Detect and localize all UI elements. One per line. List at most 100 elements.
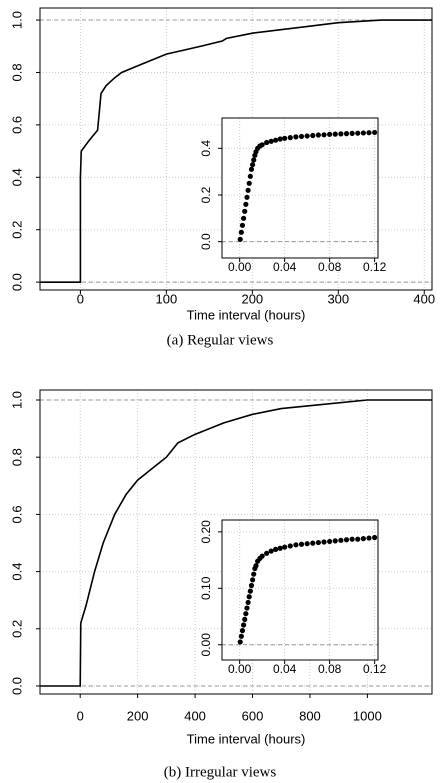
cdf-point: [243, 201, 249, 207]
cdf-point: [372, 534, 378, 541]
y-tick-label: 0.4: [9, 168, 24, 186]
cdf-point: [248, 582, 255, 589]
y-tick-label: 0.8: [9, 63, 24, 81]
cdf-point: [249, 577, 256, 583]
y-tick-label: 1.0: [9, 11, 24, 29]
cdf-point: [264, 139, 270, 146]
y-tick-label: 0.2: [199, 186, 213, 203]
y-tick-label: 0.2: [9, 221, 24, 239]
x-tick-label: 0.12: [363, 260, 387, 274]
cdf-point: [338, 131, 344, 137]
caption: (b) Irregular views: [164, 764, 277, 780]
x-axis-label: Time interval (hours): [187, 307, 306, 322]
y-tick-label: 0.00: [199, 633, 213, 657]
cdf-point: [338, 537, 344, 543]
cdf-point: [287, 135, 293, 141]
x-tick-label: 800: [299, 708, 321, 723]
cdf-point: [245, 599, 251, 606]
y-tick-label: 0.10: [199, 576, 213, 600]
cdf-point: [259, 553, 265, 559]
cdf-point: [315, 132, 321, 138]
x-axis-label: Time interval (hours): [187, 731, 306, 746]
x-tick-label: 600: [242, 708, 264, 723]
y-tick-label: 0.2: [9, 620, 24, 638]
cdf-point: [310, 132, 316, 139]
cdf-point: [355, 536, 361, 542]
cdf-point: [332, 131, 338, 137]
cdf-point: [321, 539, 327, 545]
cdf-point: [246, 594, 252, 600]
x-tick-label: 400: [184, 708, 206, 723]
x-tick-label: 0.00: [228, 662, 252, 676]
plot-background: [222, 118, 378, 258]
cdf-line: [40, 19, 432, 283]
cdf-point: [244, 194, 250, 200]
cdf-point: [327, 538, 333, 545]
cdf-point: [349, 536, 355, 542]
x-tick-label: 0.12: [363, 662, 387, 676]
x-tick-label: 200: [127, 708, 149, 723]
cdf-point: [251, 157, 257, 163]
y-tick-label: 0.4: [199, 140, 213, 157]
plot-frame: [39, 389, 433, 695]
cdf-point: [248, 166, 255, 172]
cdf-line: [40, 399, 432, 687]
cdf-point: [251, 571, 257, 577]
cdf-point: [239, 628, 246, 634]
y-tick-label: 0.0: [9, 677, 24, 695]
cdf-point: [240, 622, 247, 628]
x-tick-label: 0.08: [318, 662, 342, 676]
cdf-point: [298, 133, 305, 140]
x-tick-label: 0.00: [228, 260, 252, 274]
cdf-point: [287, 543, 293, 549]
cdf-point: [304, 541, 310, 547]
inset-chart: 0.00 0.04 0.08 0.12 0.0 0.2 0.4: [199, 117, 387, 274]
cdf-point: [247, 588, 253, 594]
cdf-point: [249, 162, 256, 168]
cdf-point: [360, 130, 366, 136]
cdf-point: [244, 605, 250, 611]
plot-frame: [221, 117, 379, 259]
cdf-point: [239, 222, 246, 228]
cdf-point: [298, 541, 305, 547]
plot-background: [222, 520, 378, 660]
cdf-point: [277, 545, 283, 551]
y-tick-label: 0.4: [9, 563, 24, 581]
cdf-point: [293, 542, 299, 548]
x-tick-label: 0: [77, 291, 84, 306]
cdf-point: [273, 137, 279, 143]
x-tick-label: 300: [327, 291, 349, 306]
cdf-point: [327, 131, 333, 137]
x-tick-label: 0.04: [273, 260, 297, 274]
cdf-point: [237, 639, 243, 645]
y-tick-label: 0.20: [199, 520, 213, 544]
x-tick-label: 400: [413, 291, 435, 306]
y-tick-label: 1.0: [9, 391, 24, 409]
cdf-point: [277, 136, 283, 142]
cdf-point: [268, 548, 274, 554]
caption: (a) Regular views: [167, 332, 274, 348]
cdf-point: [238, 633, 244, 639]
cdf-point: [355, 130, 361, 136]
cdf-point: [237, 236, 243, 242]
plot-frame: [39, 7, 433, 291]
cdf-point: [264, 550, 270, 556]
cdf-point: [321, 132, 327, 138]
x-tick-label: 0: [77, 708, 84, 723]
y-tick-label: 0.0: [199, 233, 213, 250]
cdf-point: [304, 133, 310, 139]
cdf-point: [240, 215, 247, 221]
cdf-point: [259, 142, 265, 148]
cdf-point: [293, 134, 299, 140]
cdf-point: [372, 129, 378, 136]
cdf-point: [243, 611, 249, 617]
cdf-point: [310, 540, 316, 546]
x-tick-label: 0.08: [318, 260, 342, 274]
x-tick-label: 200: [241, 291, 263, 306]
cdf-point: [343, 537, 350, 543]
y-tick-label: 0.0: [9, 273, 24, 291]
cdf-point: [268, 138, 274, 144]
cdf-point: [245, 187, 251, 193]
y-tick-label: 0.6: [9, 116, 24, 134]
